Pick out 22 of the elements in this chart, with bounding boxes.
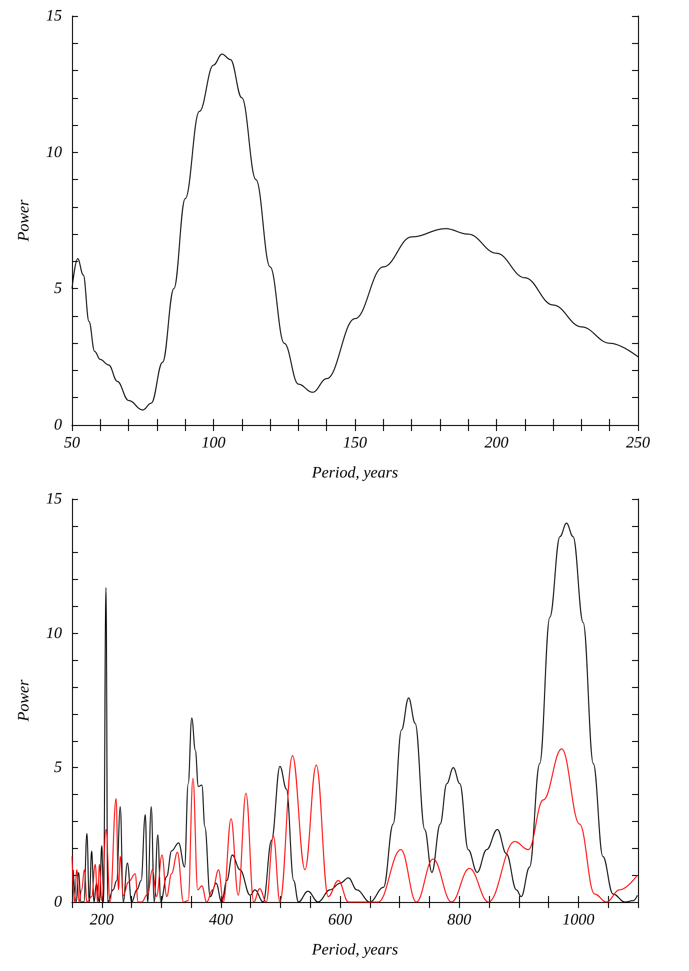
y-axis-title: Power <box>16 198 32 242</box>
y-tick-label: 15 <box>46 8 62 24</box>
y-tick-label: 0 <box>54 894 62 910</box>
y-tick-label: 5 <box>54 280 62 298</box>
x-tick-label: 150 <box>343 434 367 452</box>
x-tick-label: 600 <box>328 912 352 928</box>
x-tick-label: 1000 <box>562 912 594 928</box>
x-axis-title: Period, years <box>310 942 398 958</box>
y-tick-label: 10 <box>46 624 62 642</box>
y-tick-label: 0 <box>54 416 62 434</box>
x-tick-label: 800 <box>447 912 472 928</box>
x-tick-label: 400 <box>208 912 233 928</box>
x-tick-label: 250 <box>626 434 650 452</box>
y-axis-title: Power <box>16 678 32 722</box>
x-tick-label: 200 <box>484 434 508 452</box>
x-tick-label: 50 <box>64 434 80 452</box>
y-tick-label: 5 <box>54 759 62 776</box>
x-tick-label: 100 <box>202 434 226 452</box>
y-tick-label: 10 <box>46 144 62 161</box>
x-axis-title: Period, years <box>310 464 398 482</box>
y-tick-label: 15 <box>46 490 62 508</box>
x-tick-label: 200 <box>90 912 114 928</box>
